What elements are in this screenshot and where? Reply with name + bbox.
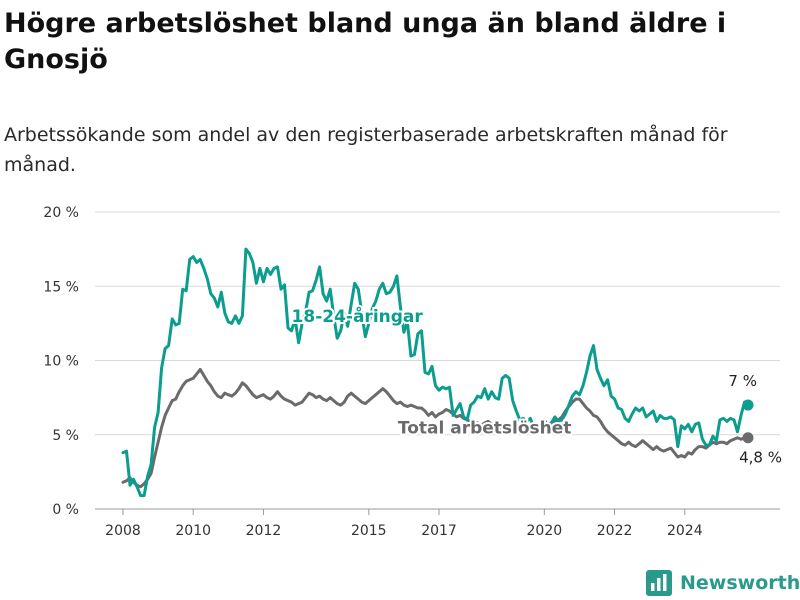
x-tick-label: 2010: [175, 523, 211, 539]
page-subtitle: Arbetssökande som andel av den registerb…: [4, 124, 728, 176]
series-end-label: 4,8 %: [739, 449, 782, 467]
y-axis: 0 % 5 % 10 % 15 % 20 %: [43, 205, 79, 518]
x-axis: 2008 2010 2012 2015 2017 2020 2022 2024: [105, 509, 703, 539]
x-tick-label: 2020: [527, 523, 563, 539]
series-label: 18-24-åringar: [292, 305, 424, 327]
y-tick-label: 5 %: [52, 428, 79, 444]
series-line: [121, 247, 750, 498]
y-gridlines: [95, 211, 780, 510]
series-lines: [121, 247, 754, 498]
y-tick-label: 15 %: [43, 279, 79, 295]
x-tick-label: 2008: [105, 523, 141, 539]
series-label: Total arbetslöshet: [398, 418, 572, 438]
series-labels: 18-24-åringar 7 % Total arbetslöshet 4,8 %: [290, 303, 782, 467]
x-tick-label: 2022: [597, 523, 633, 539]
x-tick-label: 2024: [667, 523, 703, 539]
x-tick-label: 2012: [246, 523, 282, 539]
series-end-label: 7 %: [728, 372, 757, 390]
series-end-marker: [742, 399, 754, 411]
y-tick-label: 20 %: [43, 205, 79, 221]
y-tick-label: 10 %: [43, 354, 79, 370]
y-tick-label: 0 %: [52, 502, 79, 518]
x-tick-label: 2017: [421, 523, 457, 539]
brand-logo: Newsworthy: [646, 568, 800, 598]
page-title: Högre arbetslöshet bland unga än bland ä…: [4, 8, 727, 75]
brand-name: Newsworthy: [680, 572, 800, 594]
series-end-marker: [742, 432, 754, 444]
series-line: [121, 367, 750, 489]
x-tick-label: 2015: [351, 523, 387, 539]
bar-chart-icon: [646, 570, 672, 596]
